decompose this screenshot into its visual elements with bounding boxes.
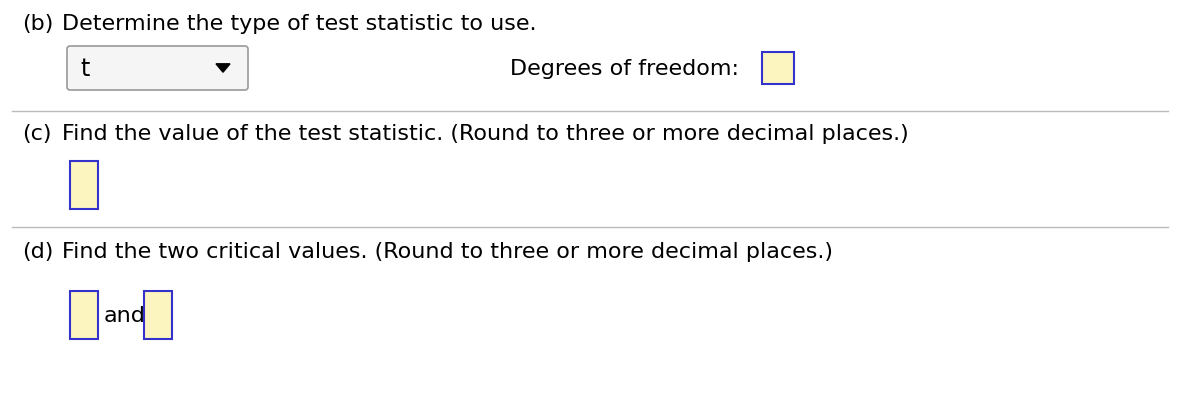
Text: (b): (b) <box>22 14 53 34</box>
Text: Determine the type of test statistic to use.: Determine the type of test statistic to … <box>63 14 537 34</box>
FancyBboxPatch shape <box>70 162 98 209</box>
Text: t: t <box>80 57 90 81</box>
Text: (c): (c) <box>22 124 52 144</box>
FancyBboxPatch shape <box>70 291 98 339</box>
Text: Find the two critical values. (Round to three or more decimal places.): Find the two critical values. (Round to … <box>63 241 833 261</box>
Text: and: and <box>104 305 146 325</box>
Text: (d): (d) <box>22 241 53 261</box>
FancyBboxPatch shape <box>762 53 794 85</box>
Text: Degrees of freedom:: Degrees of freedom: <box>510 59 739 79</box>
Text: Find the value of the test statistic. (Round to three or more decimal places.): Find the value of the test statistic. (R… <box>63 124 909 144</box>
FancyBboxPatch shape <box>67 47 248 91</box>
Polygon shape <box>216 65 230 73</box>
FancyBboxPatch shape <box>144 291 172 339</box>
